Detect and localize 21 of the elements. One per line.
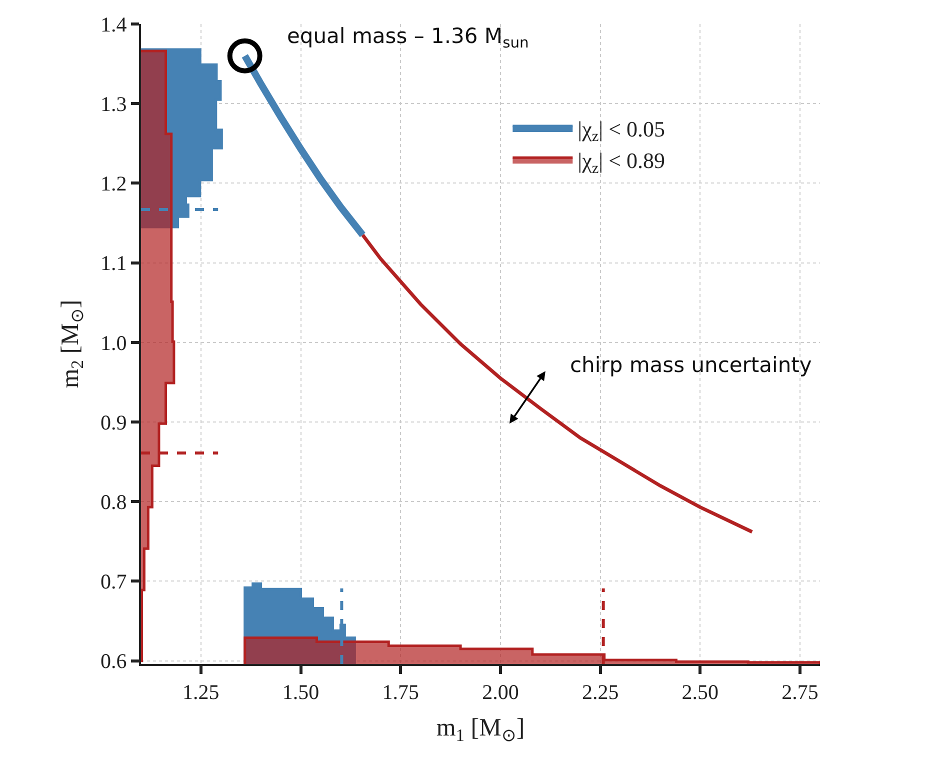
annotation: equal mass – 1.36 M$_{sun}$ xyxy=(287,24,529,52)
x-axis-title: m$_{1}$ [M$_{⊙}$] xyxy=(436,714,525,745)
y-tick-label: 0.8 xyxy=(100,490,127,514)
y-tick-label: 1.3 xyxy=(100,92,127,116)
legend-label: |χ$_{z}$| < 0.05 xyxy=(578,116,665,146)
y-tick-label: 0.6 xyxy=(100,649,127,674)
x-tick-label: 1.50 xyxy=(282,680,320,704)
y-tick-label: 1.1 xyxy=(100,251,127,276)
x-tick-label: 2.00 xyxy=(482,680,519,704)
x-tick-label: 1.75 xyxy=(382,680,419,704)
y-tick-label: 1.2 xyxy=(100,172,127,196)
y-tick-label: 0.9 xyxy=(100,410,127,434)
y-tick-label: 1.4 xyxy=(100,12,128,36)
legend-label: |χ$_{z}$| < 0.89 xyxy=(578,148,665,177)
annotation: chirp mass uncertainty xyxy=(570,353,812,377)
y-tick-label: 0.7 xyxy=(100,570,127,594)
x-tick-label: 2.25 xyxy=(582,680,619,704)
y-tick-label: 1.0 xyxy=(100,330,127,355)
x-tick-label: 1.25 xyxy=(182,680,220,704)
x-tick-label: 2.75 xyxy=(782,680,818,704)
x-tick-label: 2.50 xyxy=(682,680,719,704)
